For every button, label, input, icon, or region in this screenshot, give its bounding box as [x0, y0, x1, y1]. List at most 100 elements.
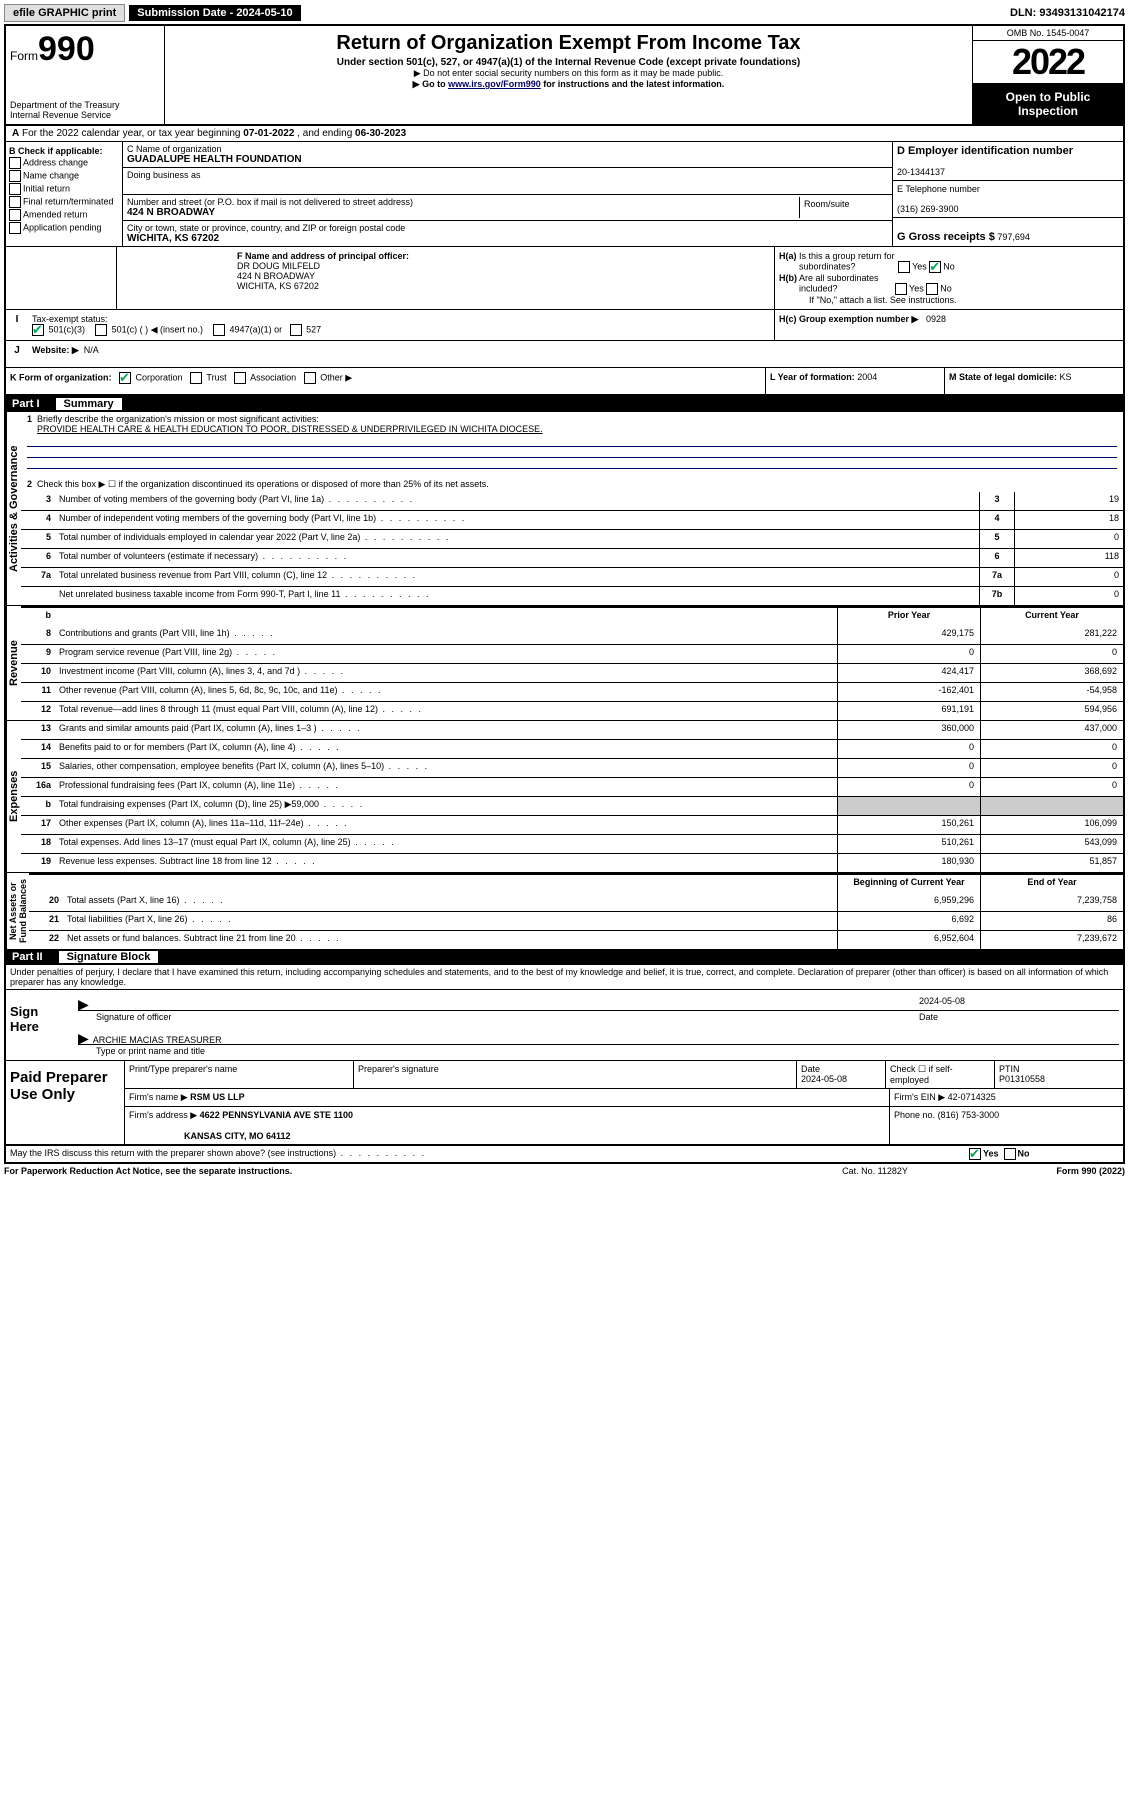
cb-irs-yes[interactable] [969, 1148, 981, 1160]
bottom-footer: For Paperwork Reduction Act Notice, see … [4, 1164, 1125, 1178]
vlabel-exp: Expenses [6, 721, 21, 872]
cb-initial-return[interactable] [9, 183, 21, 195]
section-hc: H(c) Group exemption number ▶ 0928 [774, 310, 1123, 340]
vlabel-rev: Revenue [6, 606, 21, 720]
cb-amended-return[interactable] [9, 209, 21, 221]
cb-corp[interactable] [119, 372, 131, 384]
open-public-badge: Open to Public Inspection [973, 84, 1123, 124]
data-row: 12Total revenue—add lines 8 through 11 (… [21, 701, 1123, 720]
activities-governance-section: Activities & Governance 1 Briefly descri… [6, 412, 1123, 606]
cb-final-return[interactable] [9, 196, 21, 208]
cb-hb-no[interactable] [926, 283, 938, 295]
data-row: 18Total expenses. Add lines 13–17 (must … [21, 834, 1123, 853]
q1-mission: 1 Briefly describe the organization's mi… [21, 412, 1123, 436]
cb-irs-no[interactable] [1004, 1148, 1016, 1160]
data-row: 16aProfessional fundraising fees (Part I… [21, 777, 1123, 796]
cb-527[interactable] [290, 324, 302, 336]
cb-app-pending[interactable] [9, 222, 21, 234]
dln-label: DLN: 93493131042174 [1010, 7, 1125, 19]
sig-officer-label: Signature of officer [78, 1012, 919, 1022]
paid-row-addr: Firm's address ▶ 4622 PENNSYLVANIA AVE S… [125, 1107, 1123, 1144]
row-k-form-org: K Form of organization: Corporation Trus… [6, 368, 1123, 396]
form-number: Form990 [10, 30, 160, 69]
ag-row: Net unrelated business taxable income fr… [21, 586, 1123, 605]
perjury-declaration: Under penalties of perjury, I declare th… [6, 965, 1123, 989]
data-row: 15Salaries, other compensation, employee… [21, 758, 1123, 777]
name-title-label: Type or print name and title [78, 1046, 1119, 1056]
data-row: 9Program service revenue (Part VIII, lin… [21, 644, 1123, 663]
data-row: 13Grants and similar amounts paid (Part … [21, 721, 1123, 739]
ag-row: 3Number of voting members of the governi… [21, 492, 1123, 510]
omb-number: OMB No. 1545-0047 [973, 26, 1123, 41]
paid-row-1: Print/Type preparer's name Preparer's si… [125, 1061, 1123, 1089]
date-label: Date [919, 1012, 1119, 1022]
cb-address-change[interactable] [9, 157, 21, 169]
sig-arrow-icon: ▶ [78, 1030, 89, 1046]
cb-501c3[interactable] [32, 324, 44, 336]
subtitle-1: Under section 501(c), 527, or 4947(a)(1)… [173, 57, 964, 68]
data-row: bTotal fundraising expenses (Part IX, co… [21, 796, 1123, 815]
dba-cell: Doing business as [123, 168, 892, 195]
officer-name: ARCHIE MACIAS TREASURER [93, 1035, 222, 1045]
subtitle-3: ▶ Go to www.irs.gov/Form990 for instruct… [173, 79, 964, 90]
state-domicile: M State of legal domicile: KS [944, 368, 1123, 394]
org-name-cell: C Name of organizationGUADALUPE HEALTH F… [123, 142, 892, 168]
data-row: 21Total liabilities (Part X, line 26) 6,… [29, 911, 1123, 930]
form-container: Form990 Department of the Treasury Inter… [4, 24, 1125, 1164]
cb-other[interactable] [304, 372, 316, 384]
sig-date: 2024-05-08 [919, 996, 1119, 1010]
ag-row: 7aTotal unrelated business revenue from … [21, 567, 1123, 586]
cb-501c[interactable] [95, 324, 107, 336]
irs-link[interactable]: www.irs.gov/Form990 [448, 79, 541, 89]
cb-ha-no[interactable] [929, 261, 941, 273]
row-a-tax-year: A For the 2022 calendar year, or tax yea… [6, 126, 1123, 142]
paid-row-firm: Firm's name ▶ RSM US LLP Firm's EIN ▶ 42… [125, 1089, 1123, 1107]
vlabel-ag: Activities & Governance [6, 412, 21, 605]
gross-receipts-cell: G Gross receipts $ 797,694 [893, 218, 1123, 246]
rev-header-row: b Prior YearCurrent Year [21, 606, 1123, 626]
mission-line [27, 436, 1117, 447]
row-j-website: J Website: ▶ N/A [6, 341, 1123, 368]
form-title: Return of Organization Exempt From Incom… [173, 32, 964, 55]
cb-ha-yes[interactable] [898, 261, 910, 273]
ag-row: 6Total number of volunteers (estimate if… [21, 548, 1123, 567]
data-row: 19Revenue less expenses. Subtract line 1… [21, 853, 1123, 872]
net-assets-section: Net Assets or Fund Balances Beginning of… [6, 873, 1123, 949]
year-formation: L Year of formation: 2004 [765, 368, 944, 394]
cb-name-change[interactable] [9, 170, 21, 182]
city-cell: City or town, state or province, country… [123, 221, 892, 246]
mission-line [27, 447, 1117, 458]
data-row: 22Net assets or fund balances. Subtract … [29, 930, 1123, 949]
ag-row: 4Number of independent voting members of… [21, 510, 1123, 529]
phone-cell: E Telephone number(316) 269-3900 [893, 181, 1123, 218]
ein-cell: D Employer identification number20-13441… [893, 142, 1123, 181]
revenue-section: Revenue b Prior YearCurrent Year 8Contri… [6, 606, 1123, 721]
col-b-checkboxes: B Check if applicable: Address change Na… [6, 142, 123, 246]
q2-checkbox: 2 Check this box ▶ ☐ if the organization… [21, 477, 1123, 492]
expenses-section: Expenses 13Grants and similar amounts pa… [6, 721, 1123, 873]
efile-print-button[interactable]: efile GRAPHIC print [4, 4, 125, 22]
sign-here-label: Sign Here [6, 990, 74, 1060]
data-row: 17Other expenses (Part IX, column (A), l… [21, 815, 1123, 834]
paid-preparer-section: Paid Preparer Use Only Print/Type prepar… [6, 1061, 1123, 1145]
ag-row: 5Total number of individuals employed in… [21, 529, 1123, 548]
mission-line [27, 458, 1117, 469]
row-i-tax-status: I Tax-exempt status: 501(c)(3) 501(c) ( … [6, 310, 1123, 341]
submission-date: Submission Date - 2024-05-10 [129, 5, 300, 21]
data-row: 14Benefits paid to or for members (Part … [21, 739, 1123, 758]
data-row: 11Other revenue (Part VIII, column (A), … [21, 682, 1123, 701]
cb-assoc[interactable] [234, 372, 246, 384]
data-row: 10Investment income (Part VIII, column (… [21, 663, 1123, 682]
data-row: 20Total assets (Part X, line 16) 6,959,2… [29, 893, 1123, 911]
na-header-row: Beginning of Current YearEnd of Year [29, 873, 1123, 893]
data-row: 8Contributions and grants (Part VIII, li… [21, 626, 1123, 644]
cb-trust[interactable] [190, 372, 202, 384]
form-header: Form990 Department of the Treasury Inter… [6, 26, 1123, 126]
cb-hb-yes[interactable] [895, 283, 907, 295]
irs-discuss-row: May the IRS discuss this return with the… [6, 1145, 1123, 1162]
cb-4947[interactable] [213, 324, 225, 336]
top-bar: efile GRAPHIC print Submission Date - 20… [4, 4, 1125, 22]
sig-arrow-icon: ▶ [78, 996, 89, 1012]
subtitle-2: ▶ Do not enter social security numbers o… [173, 68, 964, 79]
part-2-header: Part IISignature Block [6, 949, 1123, 965]
